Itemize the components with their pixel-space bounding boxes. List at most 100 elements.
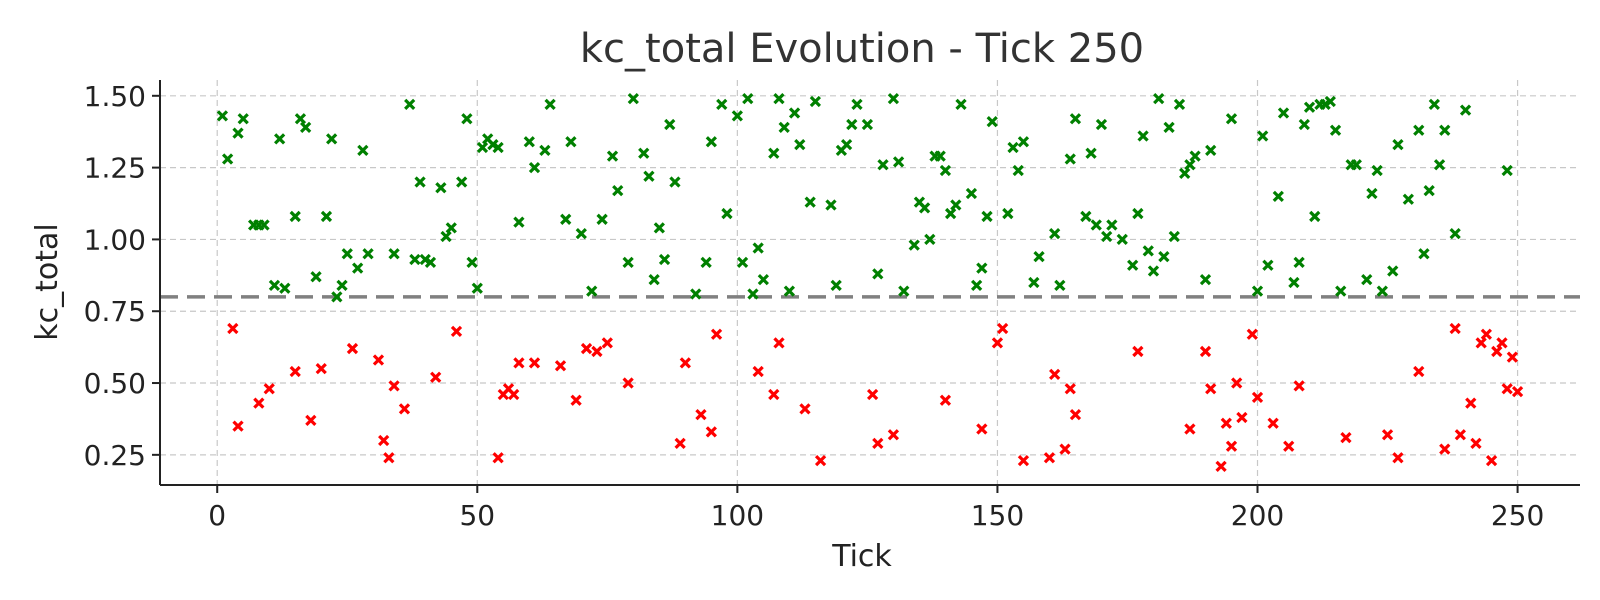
data-point <box>898 285 910 297</box>
data-point <box>596 213 608 225</box>
data-point <box>1371 164 1383 177</box>
data-point <box>326 133 338 145</box>
data-point <box>1069 408 1082 421</box>
data-point <box>887 93 900 105</box>
data-point <box>747 288 759 300</box>
data-point <box>1246 328 1258 340</box>
data-point <box>1101 230 1113 243</box>
data-point <box>388 248 400 260</box>
data-point <box>466 256 478 269</box>
data-point <box>679 357 691 369</box>
data-point <box>825 199 837 211</box>
data-point <box>331 291 343 303</box>
data-point <box>1049 368 1061 381</box>
data-point <box>1423 184 1435 197</box>
y-tick-label: 0.75 <box>84 295 146 328</box>
data-point <box>1465 397 1477 409</box>
data-point <box>216 110 229 122</box>
data-point <box>300 121 312 134</box>
data-point <box>1428 98 1440 111</box>
data-point <box>492 141 504 154</box>
data-point <box>430 371 442 383</box>
data-point <box>1231 377 1243 389</box>
data-point <box>804 196 816 208</box>
data-point <box>1184 159 1196 171</box>
y-tick-label: 0.25 <box>84 439 146 472</box>
data-point <box>445 222 457 234</box>
data-point <box>742 93 754 105</box>
data-point <box>794 138 806 151</box>
data-point <box>1168 230 1180 243</box>
data-point <box>612 184 624 197</box>
data-point <box>1132 207 1144 220</box>
data-point <box>1470 437 1482 449</box>
data-point <box>1069 113 1082 125</box>
data-point <box>263 383 275 395</box>
data-point <box>456 176 468 188</box>
data-point <box>1205 383 1217 395</box>
data-point <box>1329 124 1342 136</box>
data-point <box>1179 167 1191 179</box>
data-point <box>700 256 712 269</box>
data-point <box>1501 383 1513 395</box>
data-point <box>1413 124 1425 136</box>
data-point <box>991 337 1004 349</box>
data-point <box>227 322 239 335</box>
data-point <box>398 403 411 415</box>
data-point <box>778 121 790 134</box>
data-point <box>1309 210 1321 223</box>
data-point <box>1277 107 1290 119</box>
data-point <box>591 345 603 358</box>
data-point <box>1049 228 1061 240</box>
data-point <box>352 262 364 274</box>
data-point <box>294 113 307 125</box>
data-point <box>492 452 504 464</box>
data-point <box>997 322 1009 335</box>
data-point <box>799 403 811 415</box>
data-point <box>237 113 249 125</box>
data-point <box>528 161 541 174</box>
data-point <box>1324 95 1336 108</box>
data-point <box>1376 285 1388 297</box>
data-point <box>435 182 447 194</box>
data-point <box>939 164 952 177</box>
x-tick-label: 250 <box>1491 499 1544 532</box>
data-point <box>346 342 359 355</box>
data-point <box>1454 429 1467 441</box>
data-point <box>664 118 676 131</box>
data-point <box>450 325 463 337</box>
data-point <box>378 434 390 447</box>
data-point <box>830 279 842 292</box>
data-point <box>1272 190 1284 202</box>
data-point <box>1090 219 1102 231</box>
data-point <box>258 219 270 231</box>
data-point <box>528 357 541 369</box>
data-point <box>887 429 900 441</box>
data-point <box>1116 233 1128 246</box>
data-point <box>471 282 483 294</box>
data-point <box>877 159 889 171</box>
data-point <box>1361 273 1373 286</box>
data-point <box>1283 440 1295 452</box>
data-point <box>1267 417 1279 429</box>
data-point <box>674 437 686 449</box>
data-point <box>1137 130 1149 142</box>
data-point <box>1205 144 1217 157</box>
data-point <box>274 133 286 145</box>
data-point <box>934 150 946 162</box>
data-point <box>840 138 853 151</box>
data-point <box>221 153 234 165</box>
data-point <box>1085 147 1097 159</box>
data-point <box>1350 159 1362 171</box>
data-point <box>924 233 936 246</box>
data-point <box>846 118 858 131</box>
data-point <box>1017 136 1030 148</box>
data-point <box>944 207 957 220</box>
data-point <box>1433 159 1446 171</box>
data-point <box>476 141 489 154</box>
data-point <box>648 273 660 286</box>
x-tick-label: 0 <box>208 499 226 532</box>
data-point <box>1288 276 1300 289</box>
data-point <box>809 95 822 108</box>
data-point <box>1418 248 1430 260</box>
